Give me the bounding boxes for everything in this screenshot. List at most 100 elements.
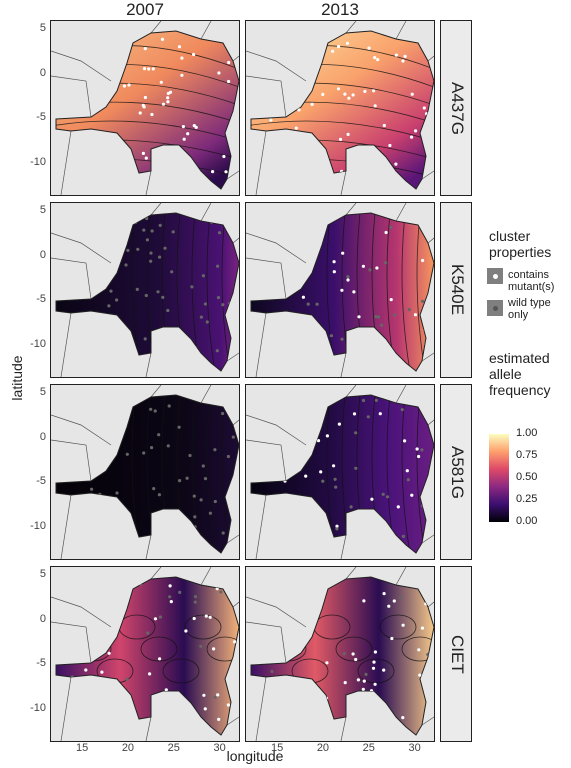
mutant-cluster-point [373, 650, 377, 654]
mutant-cluster-point [401, 59, 405, 63]
mutant-cluster-point [415, 447, 419, 451]
mutant-cluster-point [308, 84, 312, 88]
mutant-cluster-point [373, 56, 377, 60]
mutant-cluster-point [166, 100, 170, 104]
wildtype-cluster-point [231, 435, 235, 439]
wildtype-cluster-point [190, 285, 194, 289]
wildtype-cluster-point [364, 672, 368, 676]
wildtype-cluster-point [205, 320, 209, 324]
mutant-cluster-point [340, 288, 344, 292]
mutant-cluster-point [192, 124, 196, 128]
wildtype-cluster-point [406, 478, 410, 482]
wildtype-cluster-point [321, 479, 325, 483]
wildtype-cluster-point [288, 534, 292, 538]
y-tick-label: -5 [36, 293, 46, 306]
x-tick-label: 25 [167, 742, 180, 754]
y-tick-label: 5 [39, 567, 46, 580]
mutant-cluster-point [182, 137, 186, 141]
wildtype-cluster-point [226, 454, 230, 459]
wildtype-cluster-point [217, 231, 222, 235]
mutant-cluster-point [277, 37, 282, 41]
mutant-cluster-point [72, 644, 76, 648]
wildtype-cluster-point [213, 499, 217, 504]
mutant-cluster-point [401, 623, 405, 627]
wildtype-cluster-point [193, 595, 198, 599]
mutant-cluster-point [362, 679, 366, 683]
mutant-cluster-point [325, 661, 329, 665]
mutant-cluster-point [150, 112, 154, 117]
x-tick-label: 25 [362, 742, 375, 754]
mutant-cluster-point [284, 400, 289, 404]
wildtype-cluster-point [89, 271, 93, 275]
mutant-cluster-point [341, 251, 345, 255]
mutant-cluster-point [82, 164, 86, 168]
mutant-cluster-point [104, 89, 109, 93]
wildtype-cluster-point [126, 353, 130, 357]
cluster-legend-key-wildtype [487, 300, 503, 316]
wildtype-cluster-point [96, 419, 100, 423]
wildtype-cluster-point [193, 515, 197, 519]
map-panel-ciet-2013 [245, 566, 435, 742]
mutant-cluster-point [421, 258, 425, 263]
mutant-cluster-point [305, 250, 309, 254]
mutant-cluster-point [302, 138, 306, 142]
wildtype-cluster-point [294, 504, 299, 508]
mutant-cluster-point [417, 454, 421, 459]
wildtype-cluster-point [166, 308, 170, 313]
wildtype-cluster-point [407, 308, 411, 312]
wildtype-cluster-point [85, 501, 89, 505]
grey-point-icon [493, 306, 498, 311]
wildtype-cluster-point [185, 476, 189, 480]
wildtype-cluster-point [279, 289, 283, 293]
mutant-cluster-point [148, 672, 152, 676]
mutant-cluster-point [304, 474, 308, 478]
wildtype-cluster-point [365, 702, 369, 706]
mutant-cluster-point [180, 56, 184, 60]
wildtype-cluster-point [69, 284, 73, 288]
mutant-cluster-point [337, 422, 341, 426]
mutant-cluster-point [341, 173, 345, 177]
mutant-cluster-point [284, 618, 288, 622]
mutant-cluster-point [285, 595, 289, 599]
wildtype-cluster-point [131, 345, 135, 349]
map-panel-ciet-2007 [50, 566, 240, 742]
wildtype-cluster-point [221, 531, 225, 535]
wildtype-cluster-point [153, 409, 157, 413]
mutant-cluster-point [203, 707, 207, 711]
wildtype-cluster-point [135, 287, 139, 291]
x-tick-label: 20 [121, 742, 135, 754]
wildtype-cluster-point [168, 595, 172, 599]
wildtype-cluster-point [201, 274, 205, 278]
mutant-cluster-point [89, 96, 93, 100]
mutant-cluster-point [372, 89, 376, 93]
mutant-cluster-point [284, 251, 288, 256]
wildtype-cluster-point [94, 621, 98, 625]
wildtype-cluster-point [165, 699, 169, 703]
mutant-cluster-point [204, 614, 208, 618]
y-axis-title: latitude [9, 355, 25, 401]
mutant-cluster-point [332, 464, 336, 468]
mutant-cluster-point [144, 156, 148, 160]
wildtype-cluster-point [125, 452, 129, 456]
country-fill [55, 576, 239, 736]
wildtype-cluster-point [315, 302, 319, 306]
mutant-cluster-point [151, 67, 155, 71]
mutant-cluster-point [107, 651, 111, 655]
mutant-cluster-point [335, 524, 339, 528]
wildtype-cluster-point [123, 220, 128, 224]
cluster-legend-title: cluster properties [489, 228, 552, 260]
mutant-cluster-point [267, 688, 271, 692]
wildtype-cluster-point [216, 296, 221, 300]
mutant-cluster-point [275, 84, 279, 88]
mutant-cluster-point [272, 86, 277, 90]
mutant-cluster-point [169, 600, 173, 604]
wildtype-cluster-point [168, 516, 173, 520]
mutant-cluster-point [278, 692, 282, 697]
wildtype-cluster-point [94, 651, 98, 655]
map-panel-a437g-2007 [50, 20, 240, 196]
wildtype-cluster-point [385, 528, 389, 532]
x-tick-label: 30 [408, 742, 421, 754]
mutant-cluster-point [270, 88, 274, 93]
y-tick-label: 5 [39, 21, 46, 34]
wildtype-cluster-point [107, 304, 111, 308]
